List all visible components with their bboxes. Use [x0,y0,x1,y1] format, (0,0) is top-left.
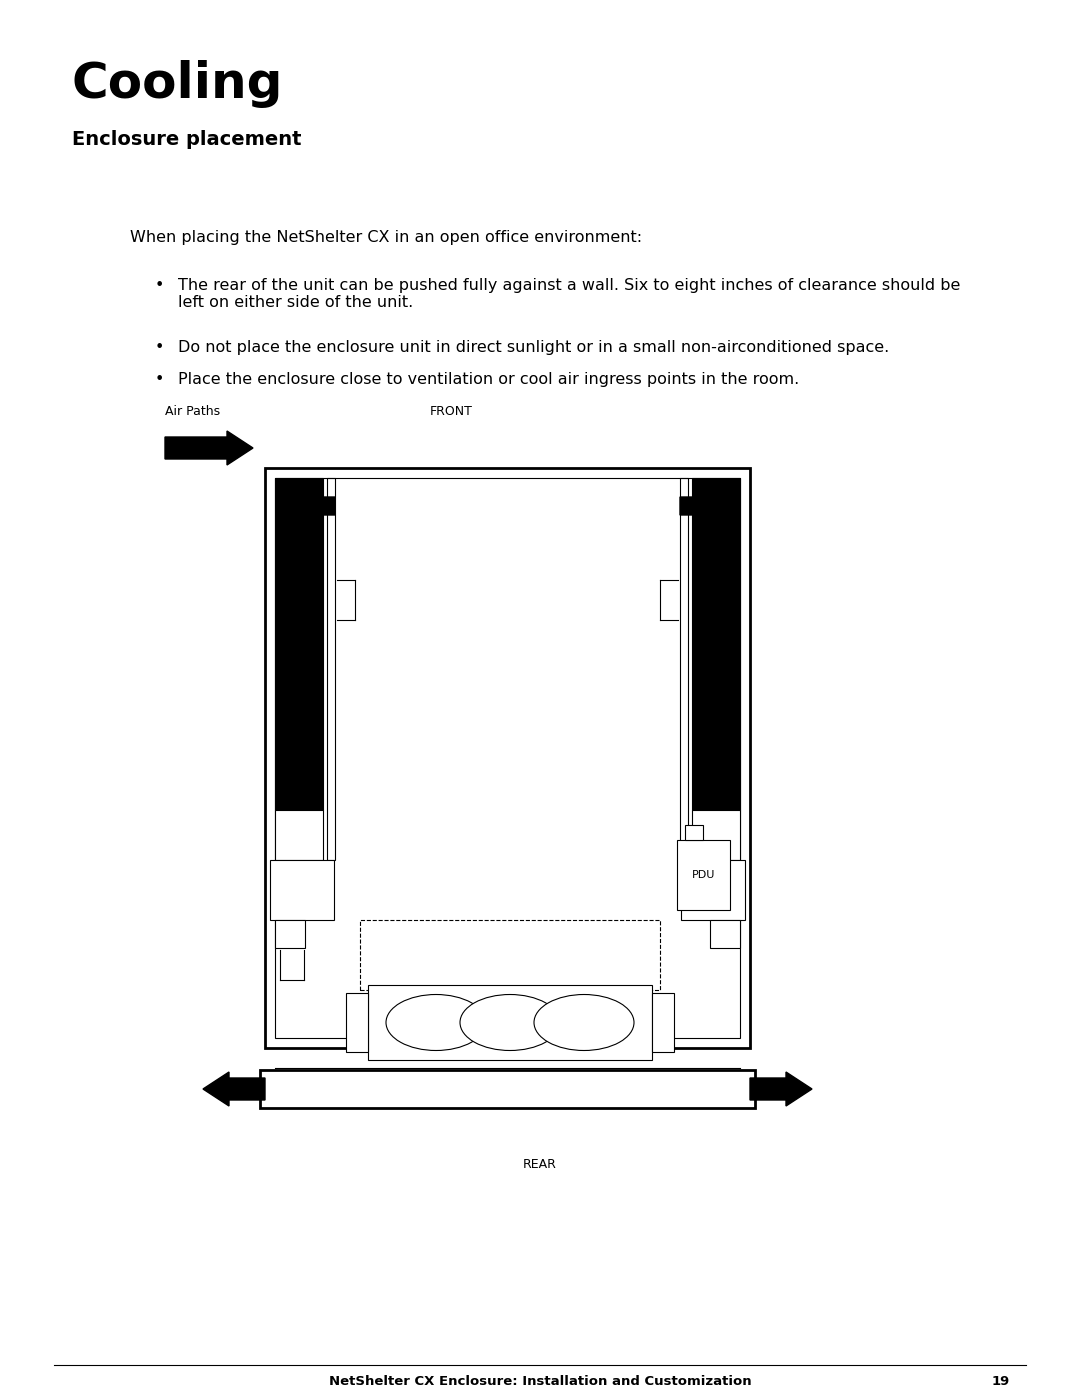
Bar [652,993,674,1052]
Text: Air Paths: Air Paths [165,405,220,418]
Bar [681,861,745,921]
Text: FRONT: FRONT [430,405,473,418]
Bar [360,921,660,990]
Bar [368,985,652,1060]
Ellipse shape [534,995,634,1051]
Bar [265,468,750,1048]
Text: REAR: REAR [523,1158,557,1171]
Bar [677,840,730,909]
Bar [710,921,740,949]
Bar [692,810,740,861]
Text: 19: 19 [991,1375,1010,1389]
FancyArrow shape [680,492,725,520]
Bar [346,993,368,1052]
Text: NetShelter CX Enclosure: Installation and Customization: NetShelter CX Enclosure: Installation an… [328,1375,752,1389]
Text: Place the enclosure close to ventilation or cool air ingress points in the room.: Place the enclosure close to ventilation… [178,372,799,387]
FancyArrow shape [291,492,335,520]
Bar [692,478,740,810]
Ellipse shape [460,995,561,1051]
Bar [275,478,323,810]
FancyArrow shape [165,432,253,465]
Text: PDU: PDU [692,870,715,880]
Text: When placing the NetShelter CX in an open office environment:: When placing the NetShelter CX in an ope… [130,231,643,244]
Ellipse shape [386,995,486,1051]
Bar [270,861,334,921]
Bar [275,810,323,861]
Text: •: • [156,372,164,387]
Bar [275,921,305,949]
Bar [260,1070,755,1108]
Bar [327,478,335,861]
Text: Cooling: Cooling [72,60,283,108]
Text: •: • [156,339,164,355]
Text: Do not place the enclosure unit in direct sunlight or in a small non-airconditio: Do not place the enclosure unit in direc… [178,339,889,355]
Text: The rear of the unit can be pushed fully against a wall. Six to eight inches of : The rear of the unit can be pushed fully… [178,278,960,310]
Text: •: • [156,278,164,293]
Text: Enclosure placement: Enclosure placement [72,130,301,149]
Bar [685,826,703,840]
Bar [680,478,688,861]
FancyArrow shape [203,1071,265,1106]
Bar [275,478,323,810]
Bar [275,478,740,1038]
Bar [692,478,740,810]
FancyArrow shape [750,1071,812,1106]
